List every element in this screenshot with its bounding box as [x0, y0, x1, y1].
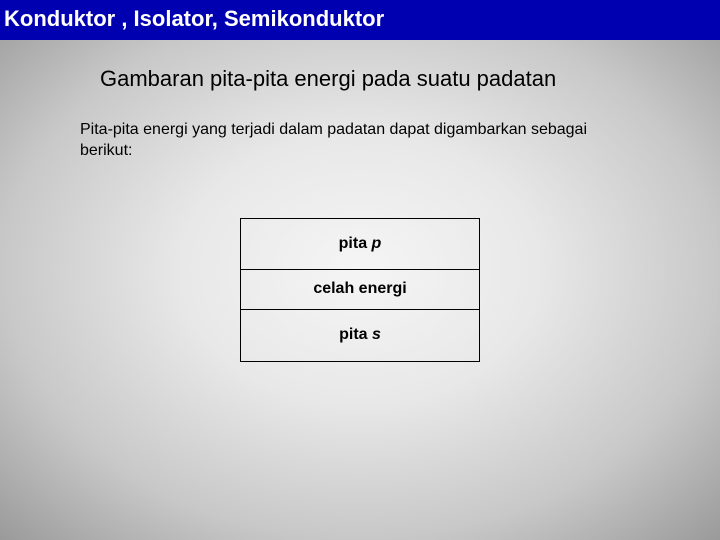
content-area: Gambaran pita-pita energi pada suatu pad… — [0, 40, 720, 362]
title-bar: Konduktor , Isolator, Semikonduktor — [0, 0, 720, 40]
band-p-label: pita p — [339, 235, 382, 253]
band-gap-row: celah energi — [240, 270, 480, 310]
band-s-row: pita s — [240, 310, 480, 362]
band-gap-label: celah energi — [313, 280, 406, 298]
title-text: Konduktor , Isolator, Semikonduktor — [4, 6, 384, 31]
band-s-italic: s — [372, 326, 381, 343]
subtitle-text: Gambaran pita-pita energi pada suatu pad… — [100, 66, 556, 91]
subtitle: Gambaran pita-pita energi pada suatu pad… — [100, 66, 720, 92]
band-gap-prefix: celah energi — [313, 280, 406, 297]
band-s-prefix: pita — [339, 326, 372, 343]
band-diagram: pita p celah energi pita s — [240, 218, 480, 362]
band-s-label: pita s — [339, 326, 381, 344]
description-text: Pita-pita energi yang terjadi dalam pada… — [80, 121, 587, 159]
band-p-italic: p — [372, 235, 382, 252]
band-p-row: pita p — [240, 218, 480, 270]
description: Pita-pita energi yang terjadi dalam pada… — [80, 120, 640, 162]
band-p-prefix: pita — [339, 235, 372, 252]
